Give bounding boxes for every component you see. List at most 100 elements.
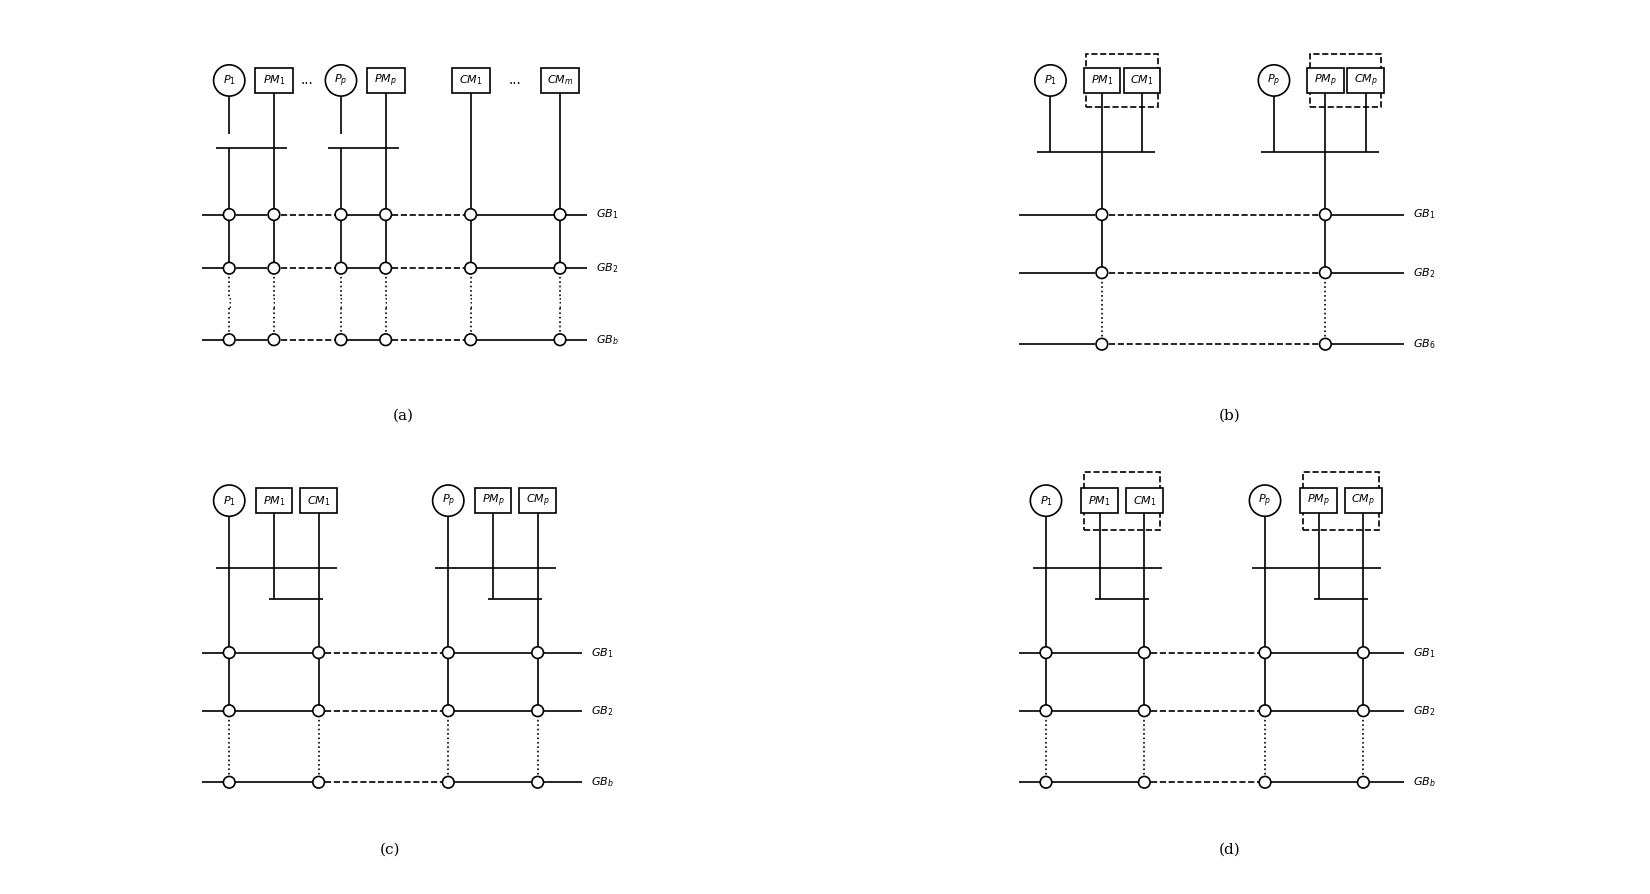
Circle shape [1138,776,1150,789]
Text: (b): (b) [1218,409,1241,423]
Circle shape [442,776,454,789]
Circle shape [223,776,234,789]
Circle shape [223,208,234,221]
Circle shape [465,208,477,221]
Text: ⋮: ⋮ [464,298,477,310]
Text: $PM_{p}$: $PM_{p}$ [375,72,398,89]
Circle shape [1035,65,1066,97]
Text: $GB_1$: $GB_1$ [1412,645,1435,660]
Circle shape [1320,339,1332,350]
Text: $P_{p}$: $P_{p}$ [1259,493,1272,509]
Text: $CM_{p}$: $CM_{p}$ [526,493,549,509]
Text: $GB_1$: $GB_1$ [596,207,619,222]
Text: $PM_{1}$: $PM_{1}$ [1091,73,1114,88]
Bar [300,488,337,513]
Text: (d): (d) [1218,842,1241,856]
Circle shape [314,776,325,789]
Text: $PM_{p}$: $PM_{p}$ [482,493,505,509]
Text: $P_{p}$: $P_{p}$ [1267,72,1280,89]
Text: $P_{1}$: $P_{1}$ [223,73,236,88]
Bar [1081,488,1119,513]
Circle shape [432,485,464,517]
Circle shape [1096,339,1107,350]
Circle shape [554,334,566,346]
Text: (a): (a) [393,409,414,423]
Text: $GB_2$: $GB_2$ [1412,266,1435,280]
Bar [520,488,556,513]
Circle shape [267,334,280,346]
Circle shape [213,65,244,97]
Circle shape [1358,704,1369,717]
Text: $GB_2$: $GB_2$ [596,261,619,275]
Text: $PM_{p}$: $PM_{p}$ [1307,493,1330,509]
Circle shape [1259,776,1270,789]
Text: $CM_{1}$: $CM_{1}$ [1132,493,1157,508]
Text: $PM_{1}$: $PM_{1}$ [262,493,285,508]
Circle shape [1259,704,1270,717]
Circle shape [1320,267,1332,279]
Text: $GB_b$: $GB_b$ [591,775,614,789]
Circle shape [1249,485,1280,517]
Circle shape [1040,704,1051,717]
Text: ⋮: ⋮ [335,298,346,310]
Text: $GB_2$: $GB_2$ [1412,704,1435,718]
Circle shape [554,208,566,221]
Circle shape [1040,647,1051,658]
Bar [256,488,292,513]
Circle shape [1040,776,1051,789]
Text: $GB_b$: $GB_b$ [1412,775,1435,789]
Text: $P_{p}$: $P_{p}$ [442,493,455,509]
Text: $CM_{m}$: $CM_{m}$ [546,73,573,88]
Circle shape [1259,65,1290,97]
Text: $P_{p}$: $P_{p}$ [335,72,348,89]
Text: $P_{1}$: $P_{1}$ [223,493,236,508]
Text: $P_{1}$: $P_{1}$ [1044,73,1058,88]
Bar [1125,488,1163,513]
Circle shape [531,647,543,658]
Circle shape [267,263,280,274]
Circle shape [380,208,391,221]
Text: $P_{1}$: $P_{1}$ [1040,493,1053,508]
Circle shape [1320,208,1332,221]
Circle shape [380,334,391,346]
Circle shape [531,704,543,717]
Circle shape [1259,647,1270,658]
Bar [1304,472,1379,530]
Circle shape [380,263,391,274]
Circle shape [314,704,325,717]
Circle shape [1358,647,1369,658]
Circle shape [465,334,477,346]
Bar [1086,54,1158,107]
Text: ⋮: ⋮ [554,298,566,310]
Text: ...: ... [300,73,314,88]
Bar [541,68,579,93]
Text: ...: ... [508,73,521,88]
Text: (c): (c) [380,842,401,856]
Circle shape [325,65,356,97]
Circle shape [1096,267,1107,279]
Text: $CM_{1}$: $CM_{1}$ [307,493,330,508]
Circle shape [335,334,346,346]
Circle shape [213,485,244,517]
Circle shape [1138,647,1150,658]
Bar [1084,472,1160,530]
Bar [1300,488,1336,513]
Circle shape [223,334,234,346]
Text: $GB_1$: $GB_1$ [1412,207,1435,222]
Text: $GB_6$: $GB_6$ [1412,337,1435,351]
Bar [1348,68,1384,93]
Circle shape [267,208,280,221]
Text: ⋮: ⋮ [223,298,236,310]
Circle shape [1138,704,1150,717]
Bar [1124,68,1160,93]
Text: $GB_1$: $GB_1$ [591,645,614,660]
Text: $PM_{1}$: $PM_{1}$ [1089,493,1110,508]
Text: $GB_2$: $GB_2$ [591,704,614,718]
Text: $CM_{p}$: $CM_{p}$ [1353,72,1378,89]
Circle shape [442,647,454,658]
Text: ⋮: ⋮ [380,298,393,310]
Text: $CM_{1}$: $CM_{1}$ [459,73,482,88]
Circle shape [1096,208,1107,221]
Circle shape [554,263,566,274]
Bar [452,68,490,93]
